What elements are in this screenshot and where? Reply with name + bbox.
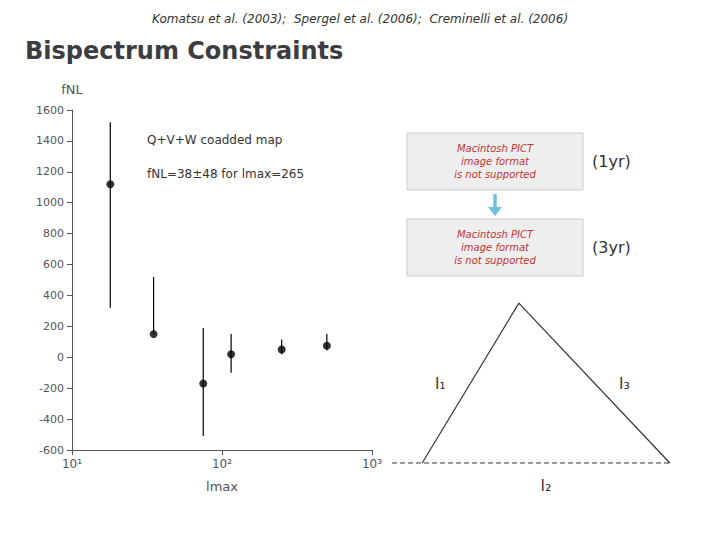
svg-text:600: 600 [43, 258, 64, 271]
svg-text:Macintosh PICT: Macintosh PICT [457, 143, 534, 154]
svg-text:is not supported: is not supported [454, 255, 536, 266]
svg-text:1200: 1200 [36, 165, 64, 178]
svg-text:lmax: lmax [206, 479, 238, 494]
svg-text:800: 800 [43, 227, 64, 240]
svg-text:(1yr): (1yr) [592, 152, 631, 171]
svg-text:fNL=38±48 for lmax=265: fNL=38±48 for lmax=265 [147, 167, 304, 181]
svg-text:-200: -200 [39, 382, 64, 395]
svg-text:Komatsu et al. (2003); Sperge: Komatsu et al. (2003); Spergel et al. (2… [152, 12, 568, 26]
svg-text:1000: 1000 [36, 196, 64, 209]
svg-text:-600: -600 [39, 444, 64, 457]
svg-text:image format: image format [461, 156, 530, 167]
svg-text:-400: -400 [39, 413, 64, 426]
svg-text:image format: image format [461, 242, 530, 253]
svg-text:10³: 10³ [362, 457, 382, 471]
svg-text:fNL: fNL [61, 82, 83, 97]
svg-text:Q+V+W coadded map: Q+V+W coadded map [147, 133, 282, 147]
svg-text:Bispectrum Constraints: Bispectrum Constraints [25, 37, 343, 65]
svg-text:(3yr): (3yr) [592, 238, 631, 257]
svg-text:1400: 1400 [36, 134, 64, 147]
svg-text:10²: 10² [212, 457, 232, 471]
svg-text:10¹: 10¹ [62, 457, 82, 471]
svg-text:l₂: l₂ [541, 476, 552, 495]
svg-text:200: 200 [43, 320, 64, 333]
svg-text:1600: 1600 [36, 104, 64, 117]
svg-text:0: 0 [57, 351, 64, 364]
svg-text:400: 400 [43, 289, 64, 302]
svg-text:l₃: l₃ [619, 374, 630, 393]
svg-text:Macintosh PICT: Macintosh PICT [457, 229, 534, 240]
svg-text:is not supported: is not supported [454, 169, 536, 180]
svg-text:l₁: l₁ [435, 374, 446, 393]
